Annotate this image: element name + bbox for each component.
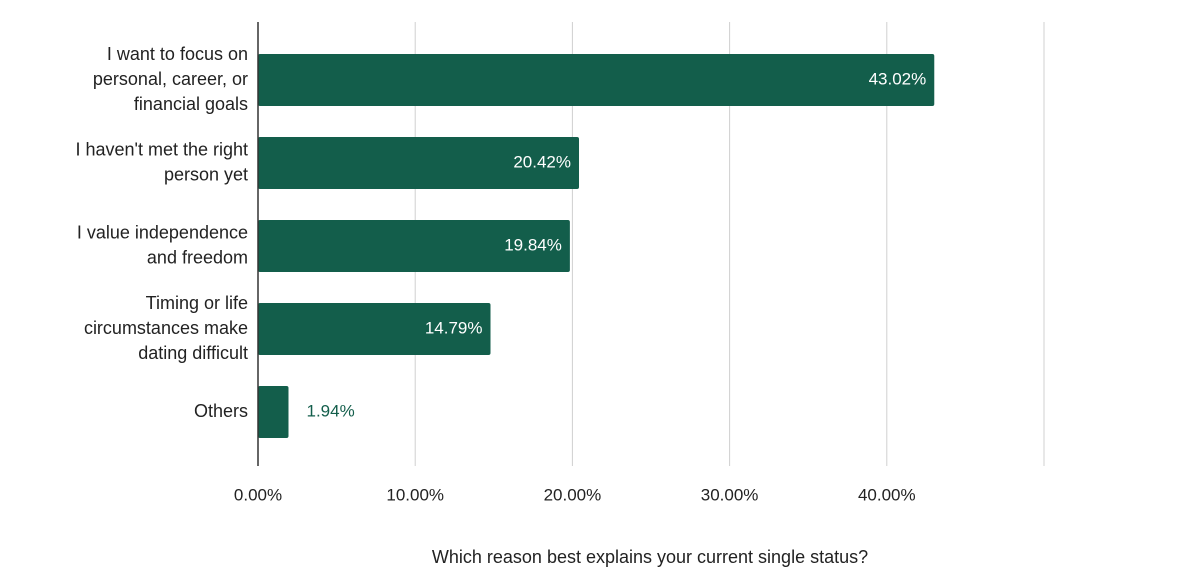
bar xyxy=(258,303,491,355)
category-label-line: personal, career, or xyxy=(93,69,248,89)
category-label: I value independence and freedom xyxy=(77,222,248,267)
x-tick-label: 20.00% xyxy=(544,485,602,504)
x-tick-label: 0.00% xyxy=(234,485,282,504)
category-label-line: circumstances make xyxy=(84,318,248,338)
x-tick-label: 30.00% xyxy=(701,485,759,504)
bar xyxy=(258,220,570,272)
category-label-line: and freedom xyxy=(147,247,248,267)
data-labels: 43.02% 20.42% 19.84% 14.79% 1.94% xyxy=(306,69,926,420)
category-label-line: Others xyxy=(194,401,248,421)
bars xyxy=(258,54,935,438)
category-label-line: I want to focus on xyxy=(107,44,248,64)
data-label: 1.94% xyxy=(306,401,354,420)
x-tick-label: 10.00% xyxy=(386,485,444,504)
bar xyxy=(258,54,935,106)
bar xyxy=(258,137,580,189)
x-tick-labels: 0.00% 10.00% 20.00% 30.00% 40.00% xyxy=(234,485,916,504)
x-axis-title: Which reason best explains your current … xyxy=(432,547,868,567)
data-label: 14.79% xyxy=(425,318,483,337)
category-label-line: I value independence xyxy=(77,222,248,242)
x-tick-label: 40.00% xyxy=(858,485,916,504)
data-label: 20.42% xyxy=(513,152,571,171)
category-label-line: person yet xyxy=(164,164,248,184)
category-label-line: dating difficult xyxy=(138,343,248,363)
category-label-line: I haven't met the right xyxy=(75,139,248,159)
category-label: I haven't met the right person yet xyxy=(75,139,248,184)
bar xyxy=(258,386,289,438)
category-label: Timing or life circumstances make dating d… xyxy=(84,293,248,363)
data-label: 43.02% xyxy=(869,69,927,88)
category-label-line: financial goals xyxy=(134,94,248,114)
category-label: Others xyxy=(194,401,248,421)
category-label-line: Timing or life xyxy=(146,293,248,313)
data-label: 19.84% xyxy=(504,235,562,254)
category-labels: I want to focus on personal, career, or fi… xyxy=(75,44,248,421)
category-label: I want to focus on personal, career, or fi… xyxy=(93,44,248,114)
